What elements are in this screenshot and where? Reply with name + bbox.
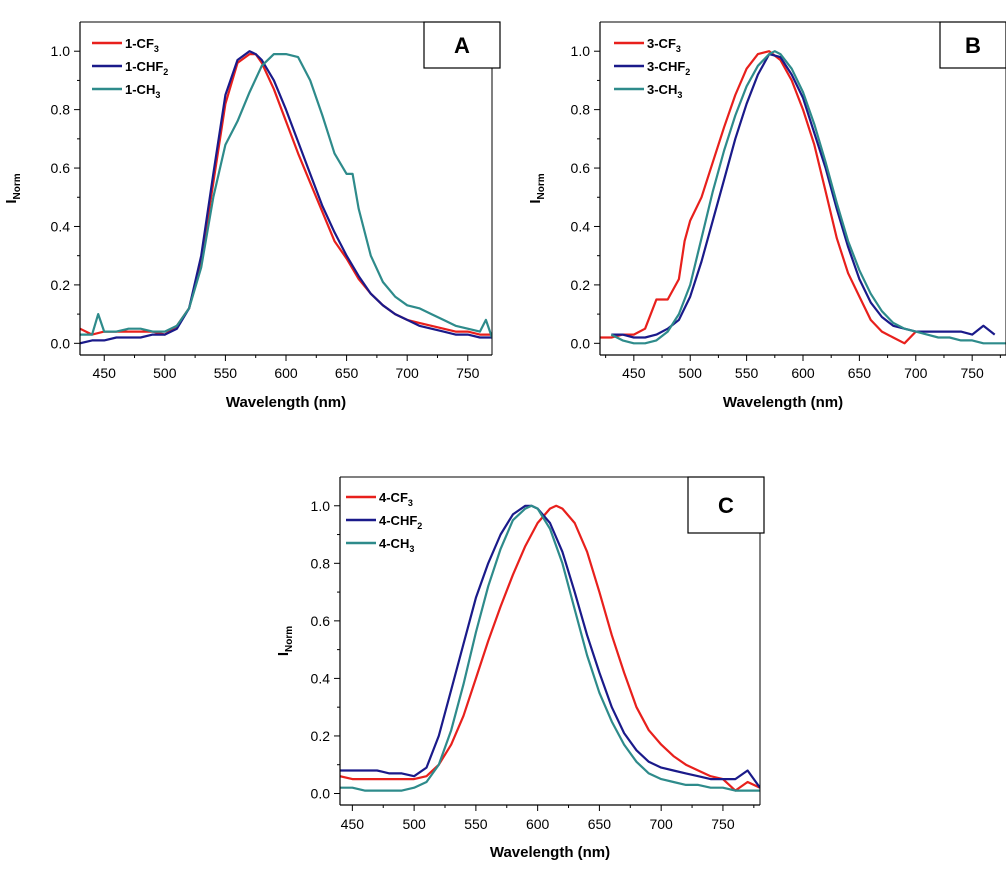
y-tick-label: 0.2 [51, 277, 71, 293]
legend-entry: 3-CH3 [647, 82, 682, 100]
series-line-4-chf2 [340, 504, 760, 789]
x-tick-label: 750 [960, 365, 984, 381]
y-tick-label: 0.6 [571, 160, 591, 176]
legend-entry: 4-CF3 [379, 490, 413, 508]
series-line-4-ch3 [340, 504, 760, 792]
x-tick-label: 600 [526, 816, 550, 832]
x-axis-title: Wavelength (nm) [490, 844, 610, 861]
y-tick-label: 0.4 [51, 218, 71, 234]
chart-panel-c: 450 500 550 600 650 700 750 0.0 0.2 0.4 0.6 0.8 1.0 W… [275, 476, 765, 861]
x-tick-label: 650 [848, 365, 872, 381]
legend-entry: 1-CHF2 [125, 59, 168, 77]
x-tick-label: 450 [622, 365, 646, 381]
y-tick-label: 1.0 [311, 498, 331, 514]
x-tick-label: 450 [341, 816, 365, 832]
y-tick-label: 0.0 [311, 785, 331, 801]
y-axis-title: INorm [275, 626, 295, 656]
legend-entry: 3-CF3 [647, 36, 681, 54]
series-line-1-chf2 [80, 50, 492, 345]
legend-entry: 4-CHF2 [379, 513, 422, 531]
x-tick-label: 700 [395, 365, 419, 381]
panel-label-box [687, 476, 765, 534]
x-tick-label: 600 [274, 365, 298, 381]
x-tick-label: 700 [649, 816, 673, 832]
x-tick-label: 750 [711, 816, 735, 832]
y-tick-label: 0.2 [571, 277, 591, 293]
x-tick-label: 450 [93, 365, 117, 381]
y-tick-label: 0.8 [51, 102, 71, 118]
y-tick-label: 0.0 [571, 335, 591, 351]
y-axis-title: INorm [527, 173, 547, 203]
y-tick-label: 0.8 [571, 102, 591, 118]
x-tick-label: 550 [464, 816, 488, 832]
x-tick-label: 550 [735, 365, 759, 381]
x-tick-label: 700 [904, 365, 928, 381]
chart-panel-b: 450 500 550 600 650 700 750 0.0 0.2 0.4 0.6 0.8 1.0 W… [527, 21, 1006, 411]
series-line-3-cf3 [600, 50, 917, 345]
y-tick-label: 0.6 [51, 160, 71, 176]
panel-label-box [939, 21, 1006, 69]
panel-label: C [718, 493, 734, 518]
y-tick-label: 0.0 [51, 335, 71, 351]
y-tick-label: 1.0 [571, 43, 591, 59]
panel-label: B [965, 33, 981, 58]
series-line-1-ch3 [80, 52, 492, 338]
legend-entry: 3-CHF2 [647, 59, 690, 77]
legend-entry: 4-CH3 [379, 536, 414, 554]
x-tick-label: 650 [335, 365, 359, 381]
x-tick-label: 500 [153, 365, 177, 381]
x-tick-label: 500 [679, 365, 703, 381]
x-tick-label: 600 [791, 365, 815, 381]
y-tick-label: 0.2 [311, 728, 331, 744]
series-line-3-chf2 [611, 52, 996, 339]
panel-label-box [423, 21, 501, 69]
y-tick-label: 0.8 [311, 555, 331, 571]
x-axis-title: Wavelength (nm) [723, 394, 843, 411]
y-axis-title: INorm [3, 173, 23, 203]
legend-entry: 1-CH3 [125, 82, 160, 100]
x-axis-title: Wavelength (nm) [226, 394, 346, 411]
panel-label: A [454, 33, 470, 58]
y-tick-label: 0.6 [311, 613, 331, 629]
chart-panel-a: 450 500 550 600 650 700 750 0.0 0.2 0.4 0.6 0.8 1.0 W… [3, 21, 501, 411]
x-tick-label: 650 [588, 816, 612, 832]
x-tick-label: 550 [214, 365, 238, 381]
x-tick-label: 750 [456, 365, 480, 381]
legend-entry: 1-CF3 [125, 36, 159, 54]
y-tick-label: 1.0 [51, 43, 71, 59]
y-tick-label: 0.4 [311, 670, 331, 686]
series-line-3-ch3 [610, 50, 1006, 345]
x-tick-label: 500 [402, 816, 426, 832]
series-line-4-cf3 [340, 504, 760, 792]
y-tick-label: 0.4 [571, 218, 591, 234]
